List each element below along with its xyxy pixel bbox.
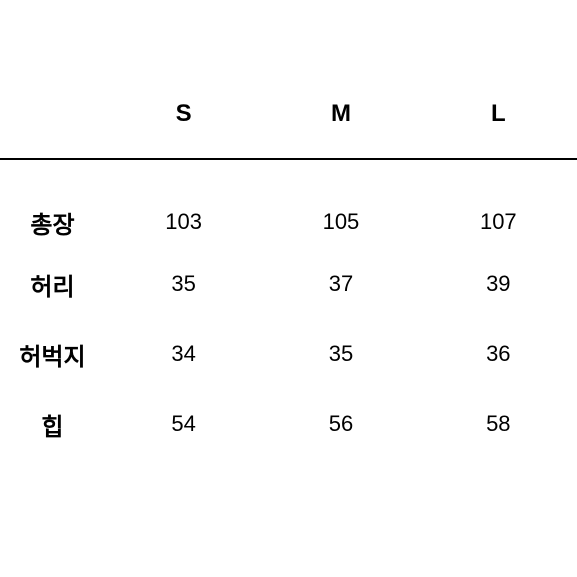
- cell-value: 35: [262, 319, 419, 389]
- cell-value: 56: [262, 389, 419, 459]
- header-size-s: S: [105, 100, 262, 159]
- size-table: S M L 총장 103 105 107 허리 35 37 39 허벅지 34 …: [0, 100, 577, 459]
- header-size-m: M: [262, 100, 419, 159]
- table-row: 힙 54 56 58: [0, 389, 577, 459]
- cell-value: 105: [262, 159, 419, 249]
- cell-value: 37: [262, 249, 419, 319]
- table-header-row: S M L: [0, 100, 577, 159]
- header-empty: [0, 100, 105, 159]
- table-row: 총장 103 105 107: [0, 159, 577, 249]
- row-label: 총장: [0, 159, 105, 249]
- row-label: 허벅지: [0, 319, 105, 389]
- cell-value: 58: [420, 389, 577, 459]
- row-label: 힙: [0, 389, 105, 459]
- header-size-l: L: [420, 100, 577, 159]
- size-table-container: S M L 총장 103 105 107 허리 35 37 39 허벅지 34 …: [0, 0, 577, 459]
- table-row: 허벅지 34 35 36: [0, 319, 577, 389]
- row-label: 허리: [0, 249, 105, 319]
- cell-value: 103: [105, 159, 262, 249]
- cell-value: 36: [420, 319, 577, 389]
- cell-value: 107: [420, 159, 577, 249]
- cell-value: 34: [105, 319, 262, 389]
- table-row: 허리 35 37 39: [0, 249, 577, 319]
- cell-value: 35: [105, 249, 262, 319]
- cell-value: 39: [420, 249, 577, 319]
- cell-value: 54: [105, 389, 262, 459]
